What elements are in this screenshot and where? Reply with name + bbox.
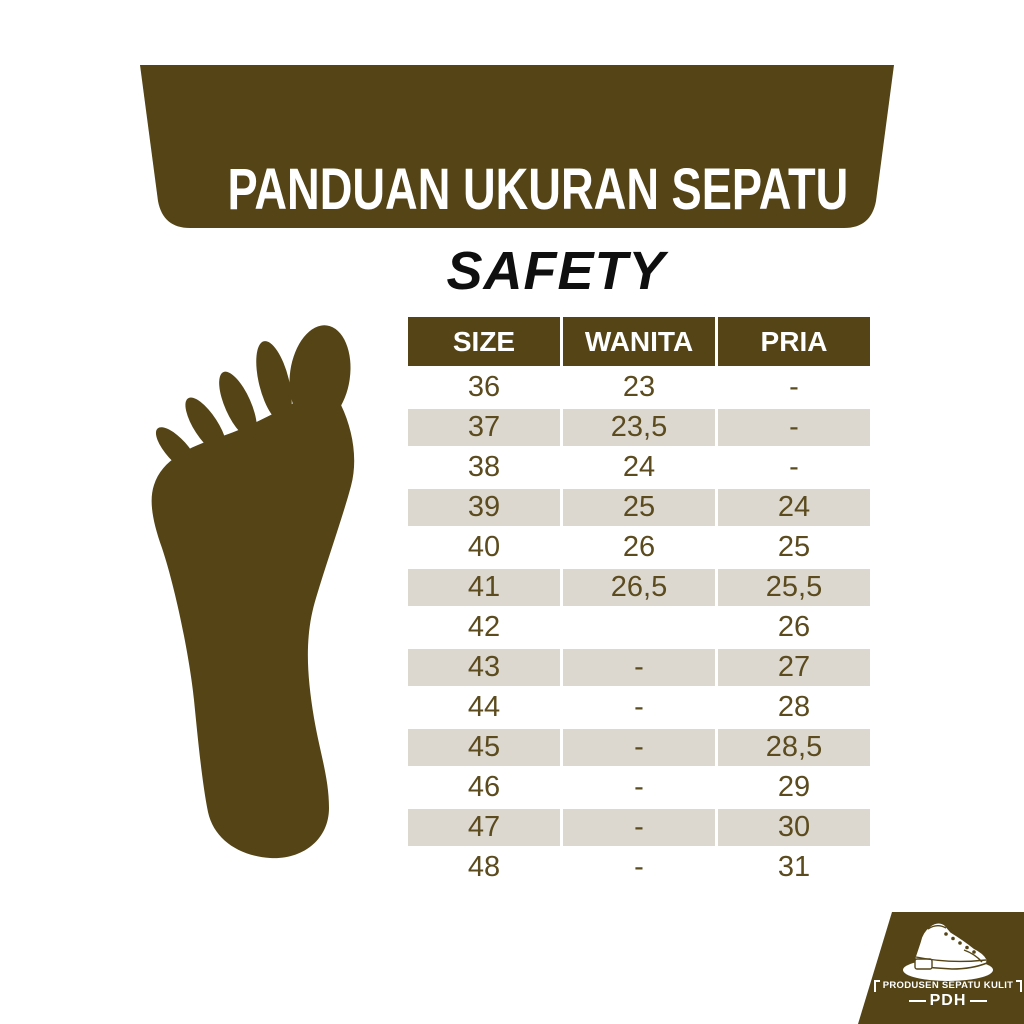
footprint-icon (151, 325, 355, 859)
cell-size: 40 (408, 529, 560, 566)
col-header-size: SIZE (408, 317, 560, 366)
cell-wanita: - (563, 849, 715, 886)
banner-shape (140, 65, 894, 228)
page-title: PANDUAN UKURAN SEPATU (227, 157, 849, 222)
table-row: 48-31 (408, 849, 870, 886)
cell-size: 44 (408, 689, 560, 726)
cell-size: 42 (408, 609, 560, 646)
boot-icon (903, 921, 993, 981)
size-table: SIZE WANITA PRIA 36 23- 37 23,5- 38 24- 39 2… (405, 314, 873, 889)
cell-wanita: 23 (563, 369, 715, 406)
cell-size: 48 (408, 849, 560, 886)
cell-wanita: 24 (563, 449, 715, 486)
cell-pria: 25,5 (718, 569, 870, 606)
brand-logo: PRODUSEN SEPATU KULIT PDH (858, 912, 1024, 1024)
table-row: 43-27 (408, 649, 870, 686)
size-table-container: SIZE WANITA PRIA 36 23- 37 23,5- 38 24- 39 2… (405, 314, 873, 889)
table-row: 37 23,5- (408, 409, 870, 446)
cell-wanita: 26 (563, 529, 715, 566)
cell-pria: 29 (718, 769, 870, 806)
cell-size: 43 (408, 649, 560, 686)
cell-wanita (563, 609, 715, 646)
cell-pria: - (718, 409, 870, 446)
table-row: 36 23- (408, 369, 870, 406)
table-row: 42 26 (408, 609, 870, 646)
cell-wanita: - (563, 769, 715, 806)
cell-size: 39 (408, 489, 560, 526)
bracket-left-icon (873, 980, 880, 992)
cell-pria: 25 (718, 529, 870, 566)
logo-shape (858, 912, 1024, 1024)
table-row: 47-30 (408, 809, 870, 846)
dash-right-icon (970, 999, 988, 1002)
cell-wanita: - (563, 809, 715, 846)
table-header-row: SIZE WANITA PRIA (408, 317, 870, 366)
cell-size: 41 (408, 569, 560, 606)
table-row: 44-28 (408, 689, 870, 726)
cell-pria: 28,5 (718, 729, 870, 766)
logo-brand: PDH (929, 992, 967, 1009)
bracket-right-icon (1016, 980, 1023, 992)
cell-pria: - (718, 449, 870, 486)
cell-pria: 28 (718, 689, 870, 726)
cell-pria: 24 (718, 489, 870, 526)
table-row: 39 25 24 (408, 489, 870, 526)
cell-wanita: - (563, 689, 715, 726)
table-row: 40 26 25 (408, 529, 870, 566)
table-row: 41 26,5 25,5 (408, 569, 870, 606)
table-row: 46-29 (408, 769, 870, 806)
cell-pria: 27 (718, 649, 870, 686)
cell-size: 36 (408, 369, 560, 406)
logo-text: PRODUSEN SEPATU KULIT PDH (872, 980, 1024, 1009)
col-header-wanita: WANITA (563, 317, 715, 366)
cell-size: 45 (408, 729, 560, 766)
cell-pria: 31 (718, 849, 870, 886)
cell-size: 47 (408, 809, 560, 846)
dash-left-icon (908, 999, 926, 1002)
cell-wanita: 26,5 (563, 569, 715, 606)
logo-brand-row: PDH (908, 992, 988, 1009)
cell-wanita: - (563, 729, 715, 766)
cell-wanita: - (563, 649, 715, 686)
cell-pria: 26 (718, 609, 870, 646)
title-banner: PANDUAN UKURAN SEPATU (140, 65, 894, 230)
logo-tagline: PRODUSEN SEPATU KULIT (882, 980, 1014, 991)
table-row: 38 24- (408, 449, 870, 486)
cell-wanita: 23,5 (563, 409, 715, 446)
logo-tagline-row: PRODUSEN SEPATU KULIT (873, 980, 1023, 992)
table-row: 45-28,5 (408, 729, 870, 766)
col-header-pria: PRIA (718, 317, 870, 366)
cell-pria: 30 (718, 809, 870, 846)
cell-size: 37 (408, 409, 560, 446)
category-subtitle: SAFETY (446, 241, 666, 301)
cell-wanita: 25 (563, 489, 715, 526)
cell-size: 38 (408, 449, 560, 486)
cell-size: 46 (408, 769, 560, 806)
cell-pria: - (718, 369, 870, 406)
